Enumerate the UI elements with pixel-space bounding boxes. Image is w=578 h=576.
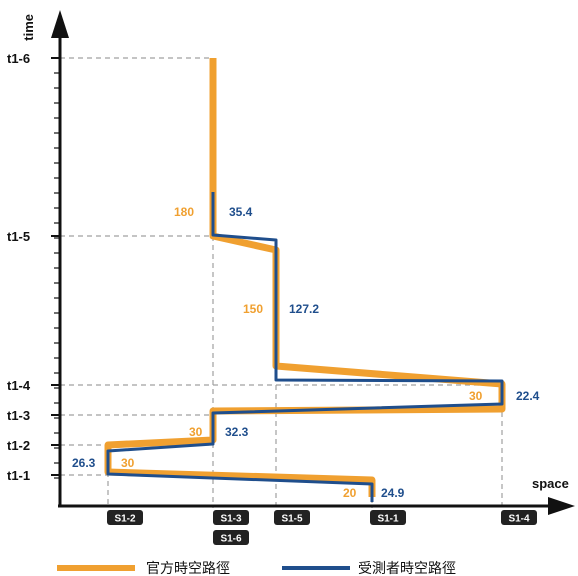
axes: time space — [21, 10, 575, 515]
x-tick-badge — [501, 510, 537, 525]
y-minor-ticks — [54, 57, 60, 479]
official-label: 150 — [243, 302, 263, 316]
x-tick-label: S1-6 — [220, 534, 242, 545]
x-tick-label: S1-4 — [508, 514, 530, 525]
x-tick-label: S1-3 — [220, 514, 242, 525]
participant-label: 127.2 — [289, 302, 319, 316]
official-label: 30 — [121, 456, 135, 470]
official-label: 30 — [469, 389, 483, 403]
x-tick-label: S1-1 — [377, 514, 399, 525]
participant-label: 35.4 — [229, 205, 253, 219]
y-tick-label: t1-5 — [7, 229, 30, 244]
x-tick-badge — [370, 510, 406, 525]
official-label: 180 — [174, 205, 194, 219]
participant-segment-labels: 35.4 127.2 22.4 32.3 26.3 24.9 — [72, 205, 540, 500]
y-axis-title: time — [21, 14, 36, 41]
guide-lines — [60, 57, 503, 508]
y-tick-label: t1-3 — [7, 408, 30, 423]
y-axis-arrow — [51, 10, 69, 38]
x-tick-badge — [274, 510, 310, 525]
y-major-ticks — [51, 57, 60, 476]
x-tick-label: S1-2 — [114, 514, 136, 525]
x-axis-title: space — [532, 476, 569, 491]
x-tick-badge — [213, 530, 249, 545]
x-tick-labels: S1-2 S1-3 S1-6 S1-5 S1-1 S1-4 — [107, 510, 537, 545]
y-tick-label: t1-4 — [7, 378, 31, 393]
y-tick-label: t1-1 — [7, 468, 30, 483]
legend-official-label: 官方時空路徑 — [146, 561, 230, 576]
y-tick-label: t1-6 — [7, 51, 30, 66]
x-tick-label: S1-5 — [281, 514, 303, 525]
participant-label: 32.3 — [225, 425, 249, 439]
participant-label: 26.3 — [72, 456, 96, 470]
participant-label: 22.4 — [516, 389, 540, 403]
legend: 官方時空路徑 受測者時空路徑 — [57, 561, 456, 576]
official-segment-labels: 180 150 30 30 30 20 — [121, 205, 483, 500]
x-axis-arrow — [548, 497, 575, 515]
official-path — [104, 58, 506, 497]
x-tick-badge — [107, 510, 143, 525]
y-tick-label: t1-2 — [7, 438, 30, 453]
y-tick-labels: t1-6 t1-5 t1-4 t1-3 t1-2 t1-1 — [7, 51, 31, 483]
participant-label: 24.9 — [381, 486, 405, 500]
participant-path — [106, 192, 504, 502]
official-label: 30 — [189, 425, 203, 439]
legend-participant-label: 受測者時空路徑 — [358, 561, 456, 576]
official-label: 20 — [343, 486, 357, 500]
x-tick-badge — [213, 510, 249, 525]
